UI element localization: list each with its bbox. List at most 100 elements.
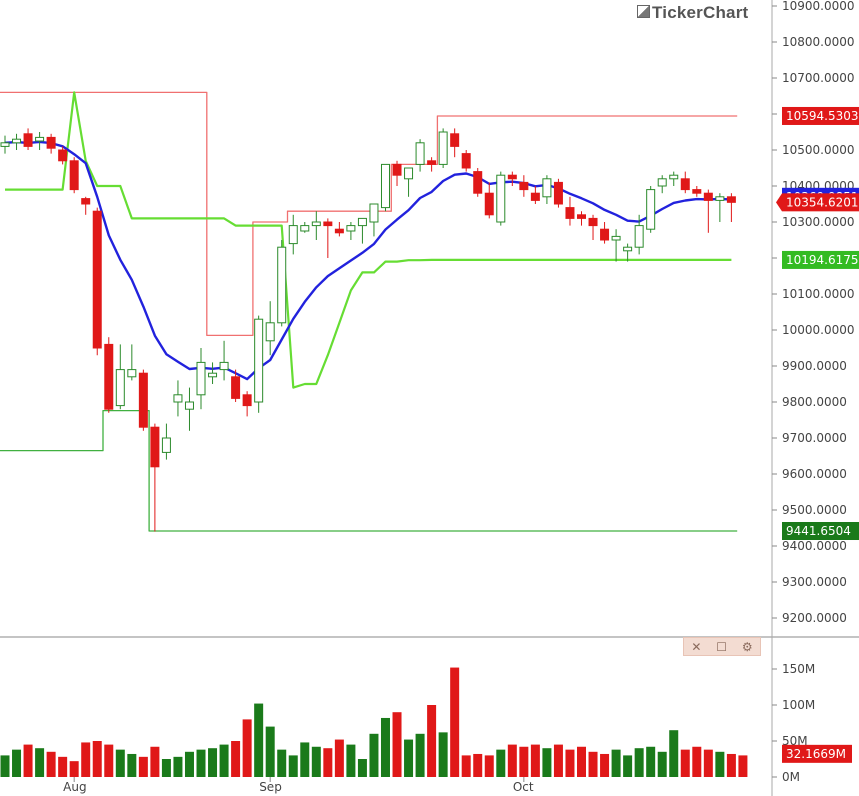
price-tick-label: 10500.0000 xyxy=(782,143,855,157)
volume-bar xyxy=(69,761,79,777)
price-tag: 10354.6201 xyxy=(776,193,859,212)
price-tick-label: 9600.0000 xyxy=(782,467,847,481)
candle-down xyxy=(46,136,56,149)
volume-bar xyxy=(392,712,402,777)
candle-up xyxy=(115,369,125,407)
volume-bar xyxy=(380,717,390,777)
candle-up xyxy=(634,225,644,248)
volume-bar xyxy=(588,751,598,777)
volume-bar xyxy=(427,705,437,777)
candle-down xyxy=(104,343,114,410)
candle-up xyxy=(35,136,45,142)
candle-up xyxy=(380,163,390,209)
upper-band-line xyxy=(0,91,738,337)
volume-bar xyxy=(58,756,68,777)
price-tick-label: 9700.0000 xyxy=(782,431,847,445)
price-tag: 10594.5303 xyxy=(782,106,859,125)
volume-bar xyxy=(369,733,379,777)
volume-tick-label: 0M xyxy=(782,770,800,784)
volume-bar xyxy=(23,744,33,777)
candle-down xyxy=(69,160,79,191)
volume-bar xyxy=(657,751,667,777)
candle-down xyxy=(334,228,344,234)
price-tag-label: 10594.5303 xyxy=(786,109,859,123)
volume-bar xyxy=(231,741,241,777)
candle-down xyxy=(58,149,68,162)
volume-bar xyxy=(196,749,206,777)
candle-up xyxy=(184,401,194,410)
candle-down xyxy=(507,174,517,180)
volume-bar xyxy=(161,759,171,777)
candle-up xyxy=(127,369,137,378)
price-tick-label: 9200.0000 xyxy=(782,611,847,625)
price-tick-label: 9500.0000 xyxy=(782,503,847,517)
candle-up xyxy=(415,142,425,165)
volume-bar xyxy=(35,748,45,777)
volume-bar xyxy=(92,741,102,777)
price-tick-label: 10300.0000 xyxy=(782,215,855,229)
tickerchart-logo: TickerChart xyxy=(637,3,748,23)
settings-icon[interactable]: ⚙ xyxy=(741,639,753,654)
volume-bar xyxy=(81,742,91,777)
stop-line xyxy=(5,91,732,389)
volume-bar xyxy=(288,755,298,777)
x-tick-label: Sep xyxy=(259,780,282,794)
price-tag-label: 9441.6504 xyxy=(786,524,851,538)
candle-down xyxy=(81,198,91,205)
volume-bar xyxy=(450,667,460,777)
close-icon[interactable]: ✕ xyxy=(691,639,702,654)
volume-bar xyxy=(542,748,552,777)
price-tag-box xyxy=(782,106,859,125)
volume-bar xyxy=(346,744,356,777)
x-tick-label: Aug xyxy=(63,780,86,794)
maximize-icon[interactable]: ☐ xyxy=(716,639,728,654)
price-tick-label: 9900.0000 xyxy=(782,359,847,373)
candle-up xyxy=(311,221,321,227)
volume-bar xyxy=(173,756,183,777)
candle-up xyxy=(300,225,310,232)
volume-bar xyxy=(0,755,10,777)
volume-bar xyxy=(530,744,540,777)
price-tick-label: 9800.0000 xyxy=(782,395,847,409)
logo-icon xyxy=(637,5,650,18)
candle-down xyxy=(92,210,102,349)
volume-bar xyxy=(577,746,586,777)
volume-bar xyxy=(738,755,748,777)
volume-bar xyxy=(357,759,367,777)
candle-up xyxy=(657,178,667,187)
candle-down xyxy=(242,394,252,407)
volume-bar xyxy=(404,739,414,777)
volume-bar xyxy=(438,732,448,777)
candle-up xyxy=(611,235,621,241)
candle-up xyxy=(346,225,356,232)
volume-bar xyxy=(334,739,344,777)
volume-bar xyxy=(600,753,610,777)
candle-up xyxy=(623,246,633,252)
volume-bar xyxy=(12,749,22,777)
volume-bar xyxy=(461,755,471,777)
volume-bar xyxy=(150,746,160,777)
volume-bar xyxy=(311,746,321,777)
candle-up xyxy=(219,361,229,371)
volume-bar xyxy=(300,742,310,777)
candle-down xyxy=(231,376,241,399)
volume-bar xyxy=(692,746,702,777)
volume-bar xyxy=(726,753,736,777)
volume-tag: 32.1669M xyxy=(782,744,852,763)
price-tick-label: 10700.0000 xyxy=(782,71,855,85)
price-tick-label: 10100.0000 xyxy=(782,287,855,301)
candle-down xyxy=(450,133,460,147)
candle-up xyxy=(669,174,679,180)
volume-tag-label: 32.1669M xyxy=(786,747,846,761)
candle-up xyxy=(646,189,656,230)
volume-bar xyxy=(265,726,275,777)
candle-down xyxy=(577,214,586,219)
candle-up xyxy=(196,361,206,396)
volume-bar xyxy=(519,746,529,777)
volume-bar xyxy=(46,751,56,777)
logo-text: TickerChart xyxy=(652,3,749,22)
candle-down xyxy=(703,192,713,201)
price-tag-box xyxy=(782,250,859,269)
volume-tick-label: 50M xyxy=(782,734,808,748)
candle-up xyxy=(404,167,414,180)
